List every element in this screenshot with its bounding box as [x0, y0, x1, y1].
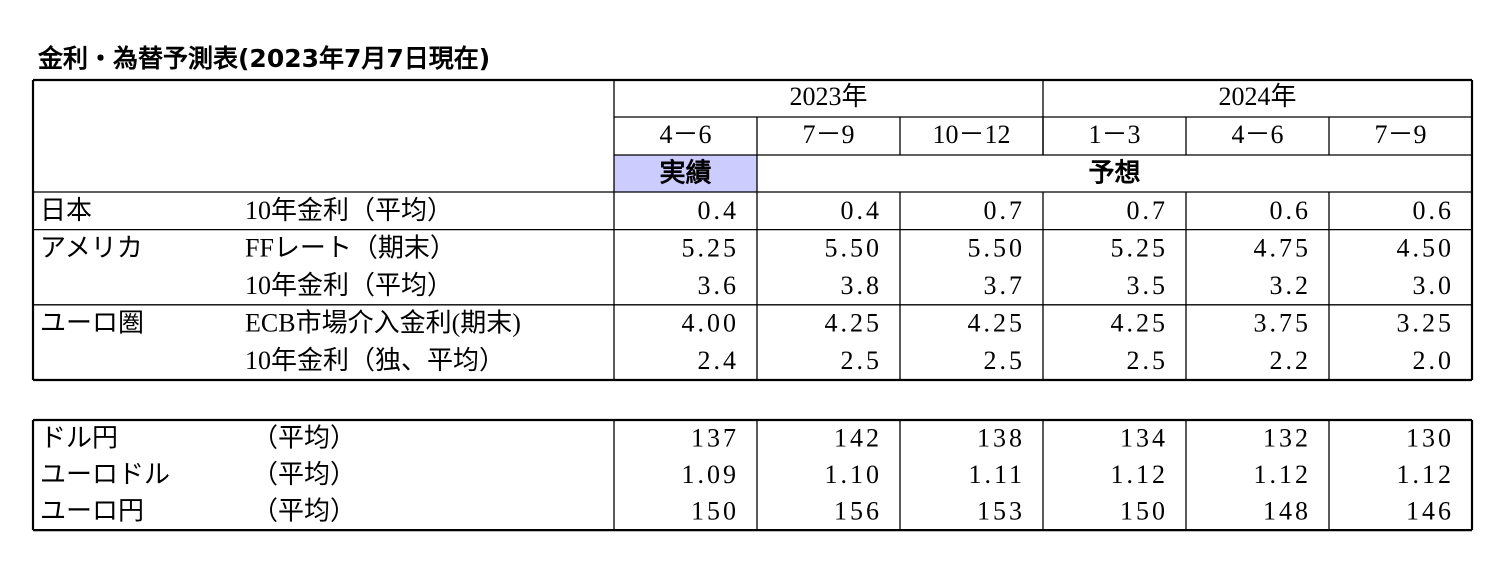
- row-label: 10年金利（平均）: [245, 196, 453, 225]
- value: 146: [1406, 497, 1454, 526]
- value: 4.25: [1111, 309, 1169, 338]
- fx-note: （平均）: [252, 423, 356, 452]
- value: 4.25: [968, 309, 1026, 338]
- value: 137: [691, 423, 739, 452]
- value: 2.5: [841, 346, 883, 375]
- value: 2.5: [1127, 346, 1169, 375]
- value: 0.7: [1127, 196, 1169, 225]
- row-label: ECB市場介入金利(期末): [245, 309, 521, 338]
- status-forecast: 予想: [1088, 159, 1140, 189]
- value: 1.11: [968, 460, 1025, 489]
- value: 4.25: [825, 309, 883, 338]
- year-header: 2023年: [789, 82, 867, 111]
- value: 4.50: [1397, 233, 1455, 262]
- fx-label: ユーロ円: [40, 497, 144, 526]
- value: 3.6: [698, 271, 740, 300]
- value: 132: [1263, 423, 1311, 452]
- period-header: 7－9: [1374, 120, 1426, 149]
- value: 3.8: [841, 271, 883, 300]
- value: 142: [834, 423, 882, 452]
- fx-label: ドル円: [40, 423, 118, 452]
- fx-note: （平均）: [252, 460, 356, 489]
- value: 1.12: [1111, 460, 1169, 489]
- title: 金利・為替予測表(2023年7月7日現在): [37, 44, 490, 73]
- value: 150: [691, 497, 739, 526]
- value: 2.2: [1270, 346, 1312, 375]
- fx-label: ユーロドル: [40, 460, 170, 489]
- value: 150: [1120, 497, 1168, 526]
- value: 5.50: [825, 233, 883, 262]
- year-header: 2024年: [1218, 82, 1296, 111]
- period-header: 1－3: [1088, 120, 1140, 149]
- value: 3.5: [1127, 271, 1169, 300]
- value: 0.4: [698, 196, 740, 225]
- value: 3.2: [1270, 271, 1312, 300]
- value: 0.6: [1270, 196, 1312, 225]
- value: 4.75: [1254, 233, 1312, 262]
- value: 1.09: [682, 460, 740, 489]
- actual-cell: [614, 155, 757, 192]
- period-header: 4－6: [659, 120, 711, 149]
- status-actual: 実績: [659, 158, 711, 189]
- value: 5.25: [1111, 233, 1169, 262]
- value: 148: [1263, 497, 1311, 526]
- value: 3.25: [1397, 309, 1455, 338]
- value: 1.10: [825, 460, 883, 489]
- row-label: FFレート（期末）: [245, 233, 456, 262]
- value: 1.12: [1397, 460, 1455, 489]
- row-label: 10年金利（独、平均）: [245, 346, 505, 375]
- value: 153: [977, 497, 1025, 526]
- value: 156: [834, 497, 882, 526]
- value: 3.0: [1413, 271, 1455, 300]
- value: 3.75: [1254, 309, 1312, 338]
- value: 5.25: [682, 233, 740, 262]
- value: 5.50: [968, 233, 1026, 262]
- value: 130: [1406, 423, 1454, 452]
- region: 日本: [40, 196, 92, 225]
- value: 1.12: [1254, 460, 1312, 489]
- region: アメリカ: [40, 233, 143, 262]
- value: 0.6: [1413, 196, 1455, 225]
- value: 134: [1120, 423, 1168, 452]
- period-header: 7－9: [802, 120, 854, 149]
- value: 138: [977, 423, 1025, 452]
- value: 2.0: [1413, 346, 1455, 375]
- value: 2.5: [984, 346, 1026, 375]
- period-header: 4－6: [1231, 120, 1283, 149]
- fx-note: （平均）: [252, 497, 356, 526]
- row-label: 10年金利（平均）: [245, 271, 453, 300]
- value: 4.00: [682, 309, 740, 338]
- period-header: 10－12: [932, 120, 1010, 149]
- value: 3.7: [984, 271, 1026, 300]
- value: 0.7: [984, 196, 1026, 225]
- region: ユーロ圏: [40, 309, 144, 338]
- value: 0.4: [841, 196, 883, 225]
- value: 2.4: [698, 346, 740, 375]
